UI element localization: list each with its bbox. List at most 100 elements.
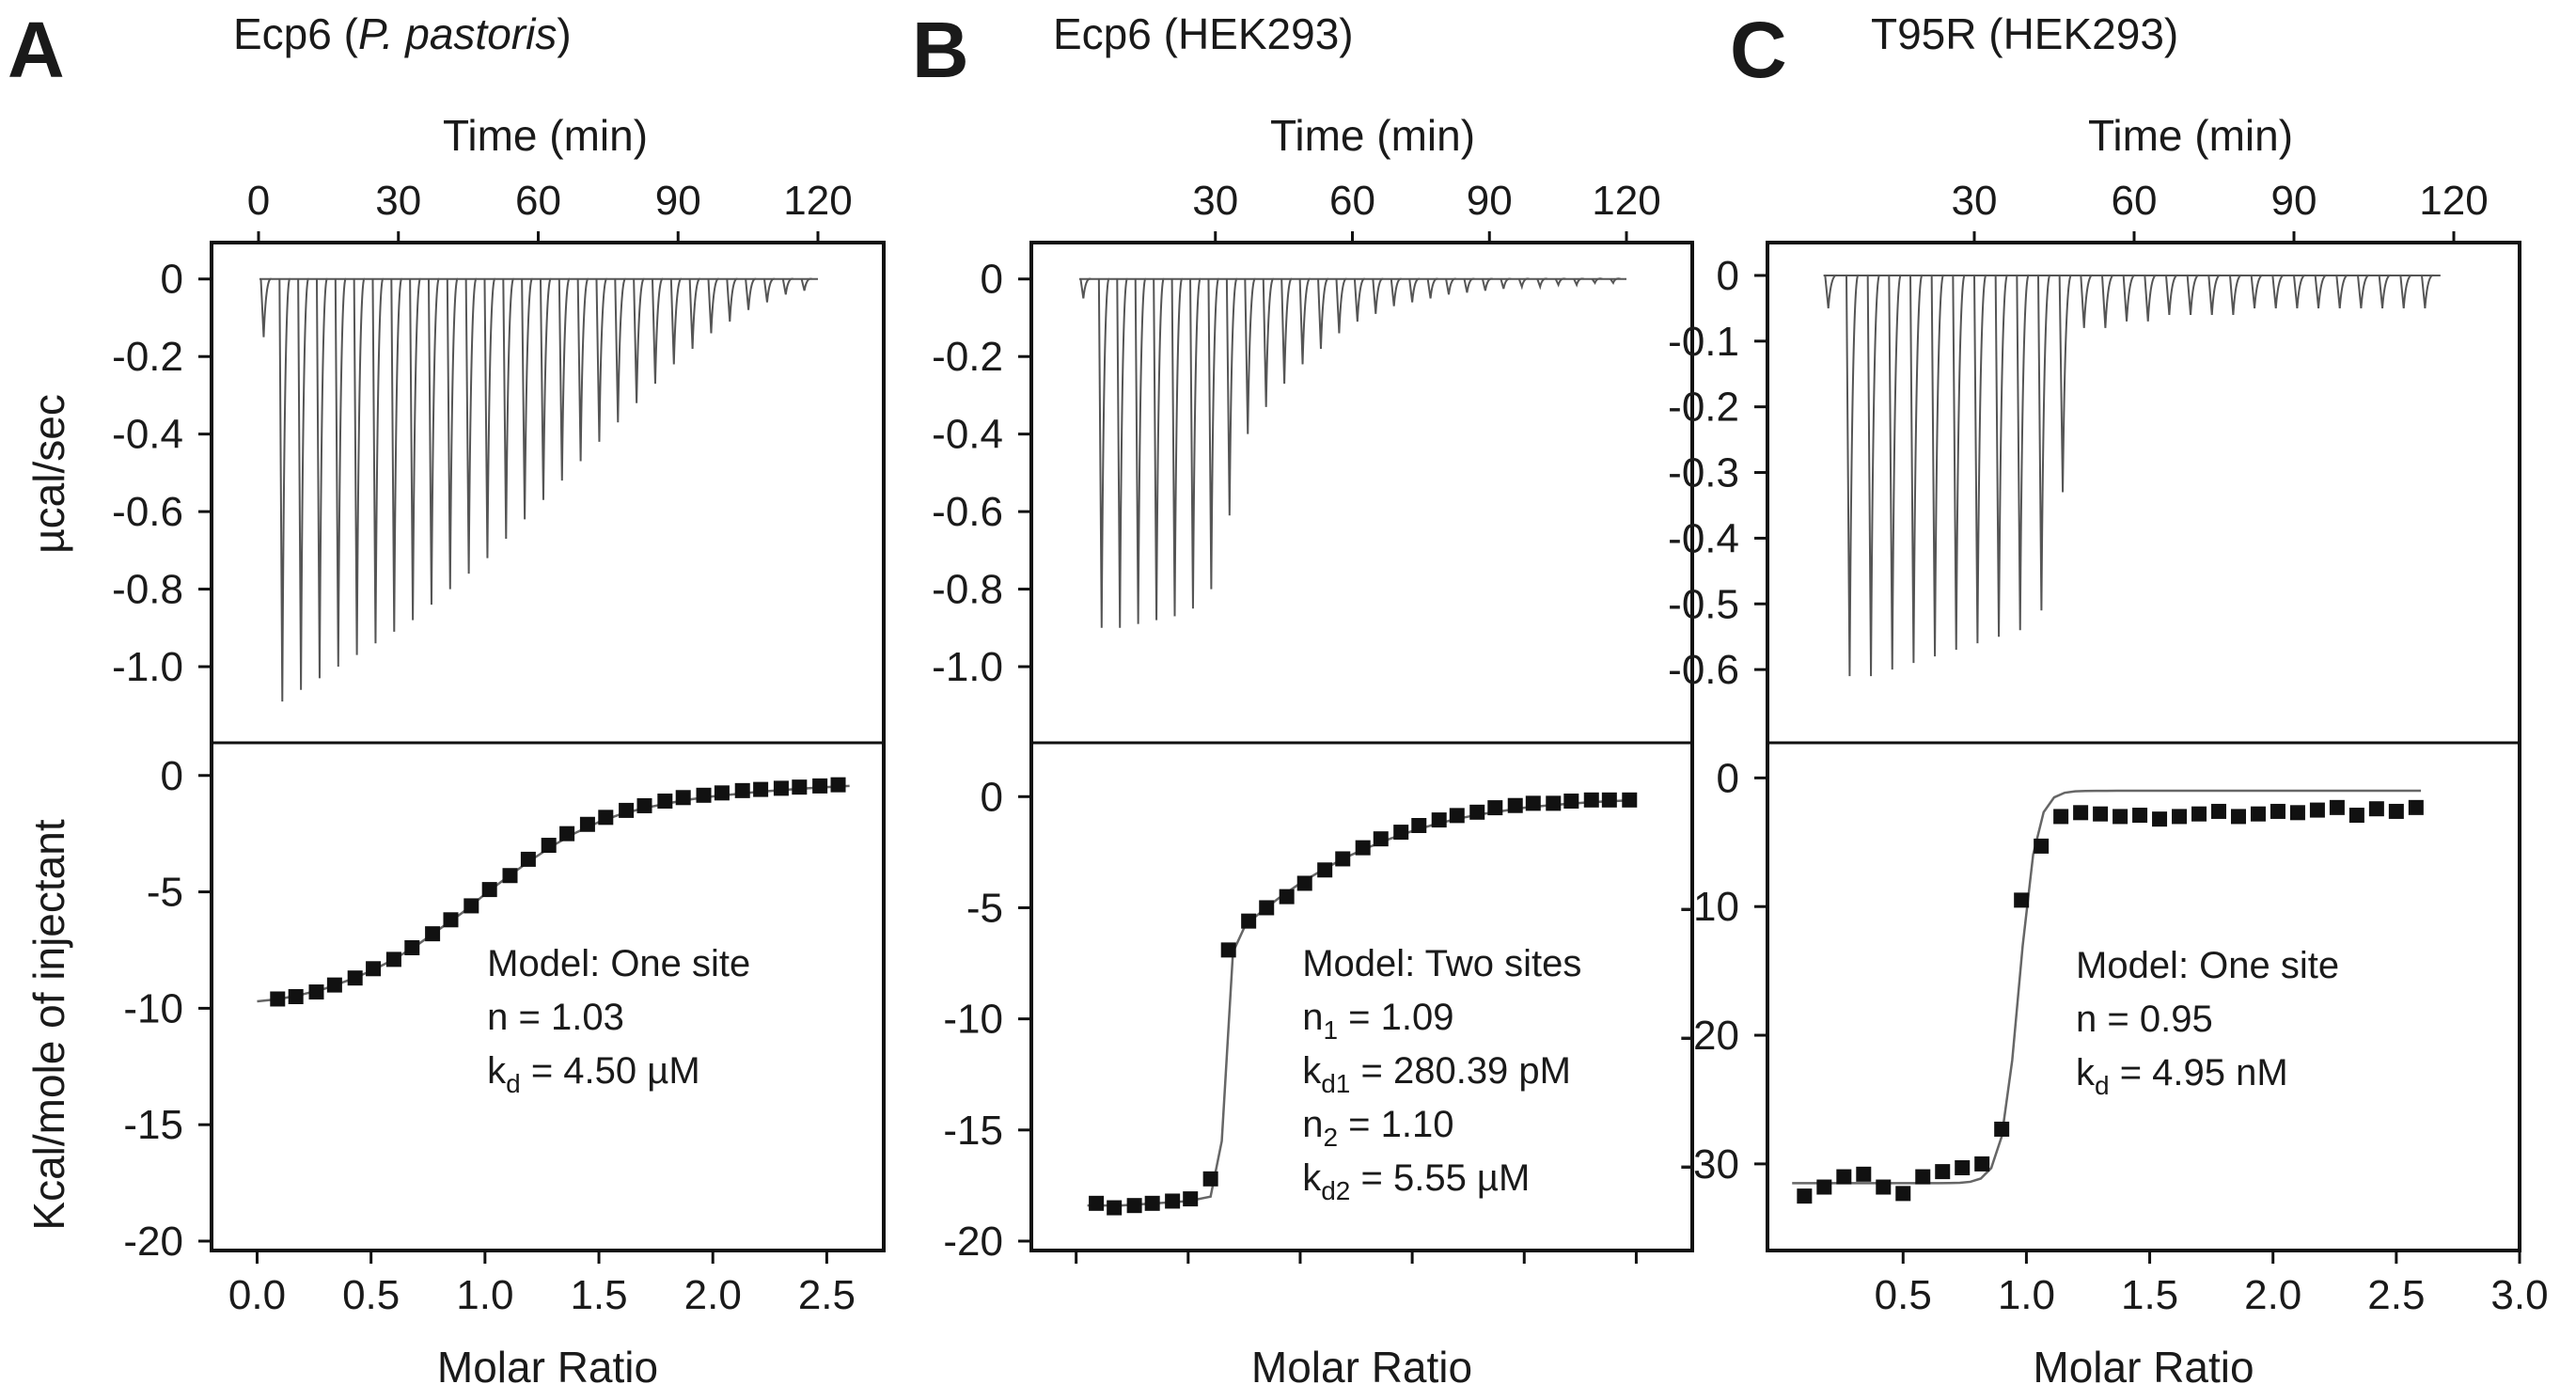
thermogram-peak <box>1463 277 1475 293</box>
panel-title-text: Ecp6 (HEK293) <box>1053 9 1354 58</box>
model-text-rest: = 1.09 <box>1338 997 1453 1038</box>
data-point <box>2329 799 2345 815</box>
data-point <box>636 797 652 813</box>
data-point <box>657 794 673 809</box>
top-tick-label: 120 <box>1592 178 1660 224</box>
data-point <box>2289 805 2305 821</box>
data-point <box>1355 840 1371 856</box>
xtick-label: 2.5 <box>798 1272 856 1318</box>
ytick-label-top: -0.2 <box>1668 385 1739 431</box>
data-point <box>425 926 441 942</box>
model-text-subscript: d1 <box>1321 1069 1350 1098</box>
data-point <box>734 782 750 798</box>
thermogram-peak <box>1207 277 1220 590</box>
data-point <box>308 984 324 1000</box>
thermogram-peak <box>1244 277 1257 434</box>
xtick-label: 2.5 <box>2367 1272 2425 1318</box>
model-text-rest: = 4.50 µM <box>521 1050 700 1092</box>
thermogram-peak <box>745 277 757 310</box>
thermogram-peak <box>1610 277 1622 285</box>
thermogram-peak <box>762 277 776 303</box>
thermogram-peak <box>1153 277 1165 621</box>
thermogram-peak <box>502 277 515 539</box>
thermogram-peak <box>464 277 478 574</box>
top-tick-label: 30 <box>375 178 421 224</box>
data-point <box>792 779 808 795</box>
data-point <box>1202 1171 1218 1187</box>
thermogram-peak <box>427 277 440 606</box>
data-point <box>1107 1200 1123 1216</box>
model-text-main: Model: One site <box>487 943 750 984</box>
thermogram-peak <box>2016 274 2030 631</box>
data-point <box>1317 862 1333 878</box>
data-point <box>714 785 730 801</box>
plot-frame <box>210 241 886 1252</box>
panel-a: A Ecp6 (P. pastoris) Time (min) 0 30 60 90 120 0… <box>8 6 886 1392</box>
xtick-label: 0.5 <box>342 1272 400 1318</box>
thermogram-peak <box>633 277 646 403</box>
model-text-main: k <box>2076 1052 2096 1093</box>
model-text-line: kd = 4.50 µM <box>487 1050 700 1098</box>
top-tick-label: 30 <box>1192 178 1238 224</box>
panel-title: T95R (HEK293) <box>1871 9 2178 58</box>
model-text-main: k <box>487 1050 507 1092</box>
data-point <box>753 781 769 797</box>
panel-title-species: P. pastoris <box>358 9 557 58</box>
ytick-label-bottom: 0 <box>161 753 183 799</box>
thermogram-peak <box>1973 274 1987 644</box>
data-point <box>502 868 518 884</box>
model-text-main: k <box>1302 1050 1322 1092</box>
thermogram-peak <box>521 277 534 520</box>
ytick-label-bottom: -20 <box>943 1219 1003 1265</box>
model-text-rest: = 280.39 pM <box>1350 1050 1571 1092</box>
panel-c: C T95R (HEK293) Time (min) 30 60 90 120 0 -0.1 -0… <box>1668 6 2548 1392</box>
data-point <box>463 898 479 914</box>
model-text-subscript: d2 <box>1321 1176 1350 1205</box>
model-text-rest: = 1.10 <box>1338 1104 1453 1145</box>
thermogram-peak <box>539 277 552 500</box>
data-point <box>619 802 635 818</box>
thermogram-peak <box>1134 277 1147 624</box>
thermogram-peak <box>2037 274 2051 611</box>
data-point <box>1895 1186 1911 1202</box>
data-point <box>1279 889 1295 904</box>
model-text-line: n = 1.03 <box>487 997 624 1038</box>
ytick-label-top: -0.3 <box>1668 450 1739 496</box>
thermogram-peak <box>651 277 664 385</box>
top-axis-label: Time (min) <box>1270 111 1475 160</box>
thermogram-peak <box>2122 274 2136 322</box>
model-text-line: Model: Two sites <box>1302 943 1581 984</box>
ytick-label-bottom: -5 <box>147 870 183 916</box>
data-point <box>1259 900 1275 916</box>
data-point <box>1431 812 1447 828</box>
data-point <box>1583 792 1599 808</box>
thermogram-peak <box>1591 277 1603 285</box>
xtick-label: 0.0 <box>228 1272 286 1318</box>
data-point <box>675 790 691 806</box>
data-point <box>2348 808 2364 824</box>
data-point <box>1507 797 1523 813</box>
ytick-label-top: 0 <box>981 257 1003 303</box>
data-point <box>2309 802 2325 818</box>
top-tick-label: 0 <box>247 178 270 224</box>
data-point <box>288 989 304 1004</box>
thermogram-peak <box>2080 274 2094 328</box>
thermogram-peak <box>1573 277 1585 288</box>
thermogram-peak <box>390 277 403 632</box>
top-tick-label: 90 <box>2271 178 2317 224</box>
thermogram-peak <box>707 277 720 334</box>
thermogram-peak <box>2421 274 2434 308</box>
model-text-main: k <box>1302 1157 1322 1199</box>
top-tick-label: 30 <box>1952 178 1998 224</box>
data-point <box>2408 799 2424 815</box>
panel-title: Ecp6 (P. pastoris) <box>233 9 572 58</box>
xtick-label: 1.0 <box>1998 1272 2055 1318</box>
data-point <box>2073 805 2089 821</box>
thermogram-peak <box>1554 277 1566 288</box>
data-point <box>1393 825 1409 841</box>
xtick-label: 1.5 <box>2121 1272 2178 1318</box>
model-text-main: n = 1.03 <box>487 997 624 1038</box>
xtick-label: 2.0 <box>2244 1272 2301 1318</box>
thermogram-peak <box>595 277 608 442</box>
panel-title-end: ) <box>557 9 571 58</box>
